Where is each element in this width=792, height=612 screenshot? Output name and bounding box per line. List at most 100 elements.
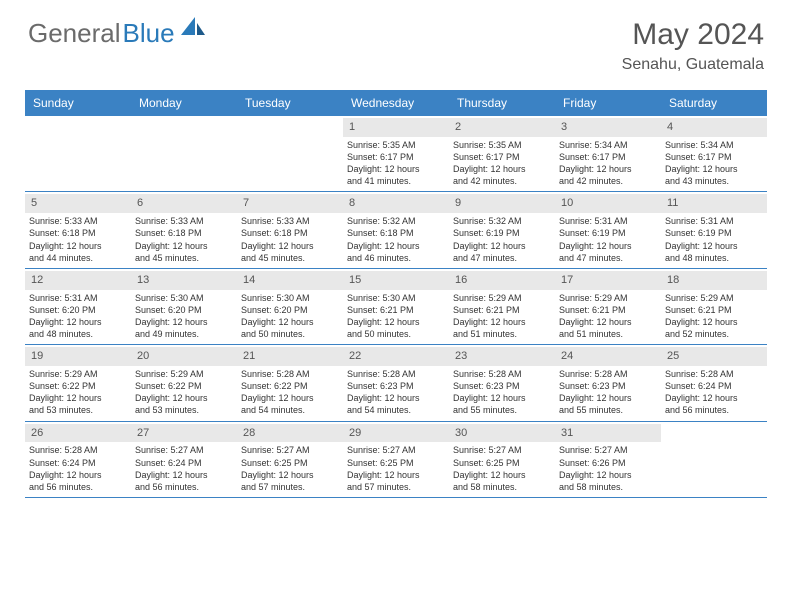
- day-cell: 9Sunrise: 5:32 AMSunset: 6:19 PMDaylight…: [449, 192, 555, 267]
- day-cell: 24 Sunrise: 5:28 AMSunset: 6:23 PMDayligh…: [555, 345, 661, 420]
- day-info-line: Sunrise: 5:27 AM: [135, 444, 233, 456]
- day-info-line: Daylight: 12 hours: [347, 392, 445, 404]
- day-info-line: and 49 minutes.: [135, 328, 233, 340]
- day-info-line: Sunset: 6:19 PM: [665, 227, 763, 239]
- day-info-line: Sunrise: 5:28 AM: [347, 368, 445, 380]
- day-info-line: Sunrise: 5:33 AM: [241, 215, 339, 227]
- day-info-line: Sunrise: 5:34 AM: [665, 139, 763, 151]
- day-cell: 6Sunrise: 5:33 AMSunset: 6:18 PMDaylight…: [131, 192, 237, 267]
- day-info-line: Sunset: 6:21 PM: [347, 304, 445, 316]
- day-info-line: Sunset: 6:22 PM: [241, 380, 339, 392]
- logo-text-1: General: [28, 18, 121, 49]
- week-row: 26Sunrise: 5:28 AMSunset: 6:24 PMDayligh…: [25, 422, 767, 498]
- day-info-line: and 57 minutes.: [347, 481, 445, 493]
- day-cell: 18Sunrise: 5:29 AMSunset: 6:21 PMDayligh…: [661, 269, 767, 344]
- day-info-line: Sunset: 6:21 PM: [559, 304, 657, 316]
- day-number: 5: [25, 194, 131, 213]
- day-number: 11: [661, 194, 767, 213]
- day-header: Saturday: [661, 90, 767, 116]
- day-info-line: and 42 minutes.: [559, 175, 657, 187]
- day-header: Monday: [131, 90, 237, 116]
- week-row: 12Sunrise: 5:31 AMSunset: 6:20 PMDayligh…: [25, 269, 767, 345]
- day-info-line: Daylight: 12 hours: [347, 316, 445, 328]
- day-info-line: Sunrise: 5:30 AM: [347, 292, 445, 304]
- day-info-line: Sunset: 6:21 PM: [453, 304, 551, 316]
- day-number: 21: [237, 347, 343, 366]
- day-info-line: Sunrise: 5:32 AM: [347, 215, 445, 227]
- day-info-line: Sunset: 6:22 PM: [135, 380, 233, 392]
- day-cell: 19 Sunrise: 5:29 AMSunset: 6:22 PMDayligh…: [25, 345, 131, 420]
- day-header: Tuesday: [237, 90, 343, 116]
- day-info-line: Sunrise: 5:27 AM: [347, 444, 445, 456]
- day-info-line: Daylight: 12 hours: [135, 240, 233, 252]
- day-number: 24: [555, 347, 661, 366]
- day-number: 17: [555, 271, 661, 290]
- day-info-line: and 56 minutes.: [665, 404, 763, 416]
- day-info-line: Sunrise: 5:35 AM: [347, 139, 445, 151]
- day-info-line: Sunrise: 5:31 AM: [559, 215, 657, 227]
- day-cell: [131, 116, 237, 191]
- day-info-line: and 45 minutes.: [135, 252, 233, 264]
- day-info-line: Sunrise: 5:33 AM: [29, 215, 127, 227]
- day-info-line: and 53 minutes.: [135, 404, 233, 416]
- day-info-line: Sunset: 6:20 PM: [241, 304, 339, 316]
- day-info-line: and 45 minutes.: [241, 252, 339, 264]
- day-info-line: Daylight: 12 hours: [29, 392, 127, 404]
- day-info-line: Sunset: 6:18 PM: [347, 227, 445, 239]
- day-info-line: Daylight: 12 hours: [559, 392, 657, 404]
- day-info-line: Sunset: 6:23 PM: [453, 380, 551, 392]
- day-info-line: Sunset: 6:20 PM: [29, 304, 127, 316]
- day-info-line: Sunrise: 5:28 AM: [559, 368, 657, 380]
- day-number: 31: [555, 424, 661, 443]
- day-info-line: Sunrise: 5:28 AM: [241, 368, 339, 380]
- day-cell: 20Sunrise: 5:29 AMSunset: 6:22 PMDayligh…: [131, 345, 237, 420]
- day-info-line: and 54 minutes.: [241, 404, 339, 416]
- day-info-line: Sunset: 6:23 PM: [559, 380, 657, 392]
- day-info-line: Daylight: 12 hours: [29, 316, 127, 328]
- day-info-line: Daylight: 12 hours: [347, 163, 445, 175]
- day-cell: 16Sunrise: 5:29 AMSunset: 6:21 PMDayligh…: [449, 269, 555, 344]
- day-number: 12: [25, 271, 131, 290]
- day-number: 29: [343, 424, 449, 443]
- day-info-line: Daylight: 12 hours: [453, 163, 551, 175]
- day-info-line: Sunrise: 5:32 AM: [453, 215, 551, 227]
- day-info-line: and 51 minutes.: [559, 328, 657, 340]
- day-info-line: Daylight: 12 hours: [559, 469, 657, 481]
- day-info-line: Sunset: 6:22 PM: [29, 380, 127, 392]
- day-info-line: Daylight: 12 hours: [665, 392, 763, 404]
- day-cell: 29Sunrise: 5:27 AMSunset: 6:25 PMDayligh…: [343, 422, 449, 497]
- day-number: 3: [555, 118, 661, 137]
- day-info-line: and 42 minutes.: [453, 175, 551, 187]
- day-cell: 23Sunrise: 5:28 AMSunset: 6:23 PMDayligh…: [449, 345, 555, 420]
- day-header: Thursday: [449, 90, 555, 116]
- day-number: [25, 118, 131, 137]
- day-info-line: Daylight: 12 hours: [241, 469, 339, 481]
- day-header: Friday: [555, 90, 661, 116]
- week-row: 5Sunrise: 5:33 AMSunset: 6:18 PMDaylight…: [25, 192, 767, 268]
- calendar: Sunday Monday Tuesday Wednesday Thursday…: [25, 90, 767, 498]
- day-number: 14: [237, 271, 343, 290]
- day-info-line: and 50 minutes.: [347, 328, 445, 340]
- day-number: 6: [131, 194, 237, 213]
- day-info-line: and 57 minutes.: [241, 481, 339, 493]
- day-info-line: Sunrise: 5:29 AM: [29, 368, 127, 380]
- day-number: 19: [25, 347, 131, 366]
- day-cell: 14Sunrise: 5:30 AMSunset: 6:20 PMDayligh…: [237, 269, 343, 344]
- day-cell: 22Sunrise: 5:28 AMSunset: 6:23 PMDayligh…: [343, 345, 449, 420]
- day-cell: 27Sunrise: 5:27 AMSunset: 6:24 PMDayligh…: [131, 422, 237, 497]
- day-cell: 30Sunrise: 5:27 AMSunset: 6:25 PMDayligh…: [449, 422, 555, 497]
- day-info-line: Daylight: 12 hours: [665, 240, 763, 252]
- location: Senahu, Guatemala: [622, 56, 764, 74]
- day-info-line: Daylight: 12 hours: [29, 469, 127, 481]
- day-info-line: and 43 minutes.: [665, 175, 763, 187]
- day-info-line: Sunrise: 5:30 AM: [135, 292, 233, 304]
- day-info-line: and 56 minutes.: [29, 481, 127, 493]
- day-info-line: Sunset: 6:18 PM: [241, 227, 339, 239]
- day-number: 27: [131, 424, 237, 443]
- day-info-line: Daylight: 12 hours: [241, 240, 339, 252]
- day-info-line: Daylight: 12 hours: [347, 240, 445, 252]
- day-cell: 26Sunrise: 5:28 AMSunset: 6:24 PMDayligh…: [25, 422, 131, 497]
- day-info-line: Daylight: 12 hours: [135, 469, 233, 481]
- day-info-line: Daylight: 12 hours: [559, 316, 657, 328]
- day-number: 13: [131, 271, 237, 290]
